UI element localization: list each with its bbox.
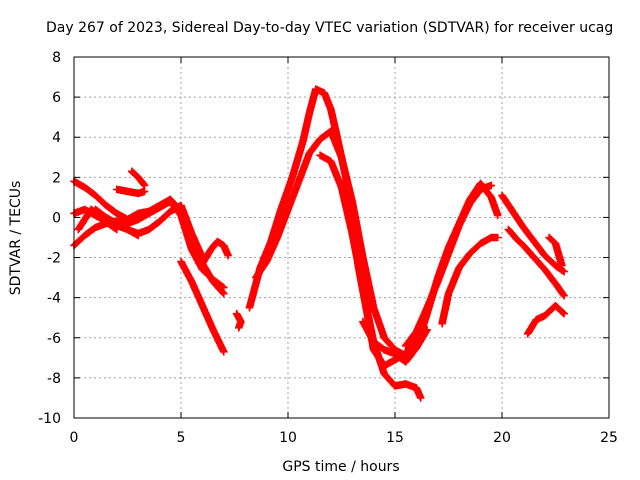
point-markers: [498, 191, 568, 276]
y-tick-label: -2: [47, 251, 61, 267]
x-tick-label: 5: [177, 430, 186, 446]
point-markers: [545, 233, 566, 270]
point-markers: [128, 167, 149, 190]
point-markers: [232, 309, 245, 332]
point-markers: [70, 177, 228, 298]
series-track-18: [504, 225, 568, 300]
axis-ticks: 0 5 10 15 20 25 -10 -8 -6 -4 -2 0 2 4 6 8: [38, 50, 618, 446]
y-tick-label: -6: [47, 331, 61, 347]
series-track-9: [198, 237, 232, 268]
x-tick-label: 10: [279, 430, 297, 446]
series-track-6: [113, 185, 149, 198]
plot-frame: [73, 56, 610, 419]
y-tick-label: -10: [38, 411, 61, 427]
x-tick-label: 20: [493, 430, 511, 446]
y-tick-label: 0: [52, 210, 61, 226]
series-track-11: [245, 85, 421, 370]
series-track-15: [401, 181, 496, 350]
series-track-10: [232, 309, 245, 332]
data-points: [70, 85, 568, 402]
point-markers: [401, 181, 496, 350]
x-tick-label: 15: [386, 430, 404, 446]
x-tick-label: 25: [600, 430, 618, 446]
y-tick-label: 8: [52, 50, 61, 66]
series-track-8: [177, 257, 228, 356]
y-tick-label: -4: [47, 291, 61, 307]
y-tick-label: 6: [52, 90, 61, 106]
point-markers: [177, 257, 228, 356]
point-markers: [252, 127, 431, 360]
point-markers: [113, 185, 149, 198]
series-track-17: [498, 191, 568, 276]
point-markers: [523, 301, 568, 338]
chart-title: Day 267 of 2023, Sidereal Day-to-day VTE…: [46, 20, 613, 36]
point-markers: [198, 237, 232, 268]
point-markers: [245, 85, 421, 370]
point-markers: [504, 225, 568, 300]
y-tick-label: 4: [52, 130, 61, 146]
y-tick-label: 2: [52, 170, 61, 186]
point-markers: [74, 205, 121, 234]
series-track-12: [252, 127, 431, 360]
point-markers: [438, 233, 502, 328]
x-tick-label: 0: [70, 430, 79, 446]
series-track-1: [70, 177, 228, 298]
series-track-19: [523, 301, 568, 338]
series-track-5: [74, 205, 121, 234]
series-track-7: [128, 167, 149, 190]
series-track-20: [545, 233, 566, 270]
series-track-16: [438, 233, 502, 328]
y-tick-label: -8: [47, 371, 61, 387]
y-axis-label: SDTVAR / TECUs: [8, 181, 24, 296]
x-axis-label: GPS time / hours: [282, 459, 399, 475]
